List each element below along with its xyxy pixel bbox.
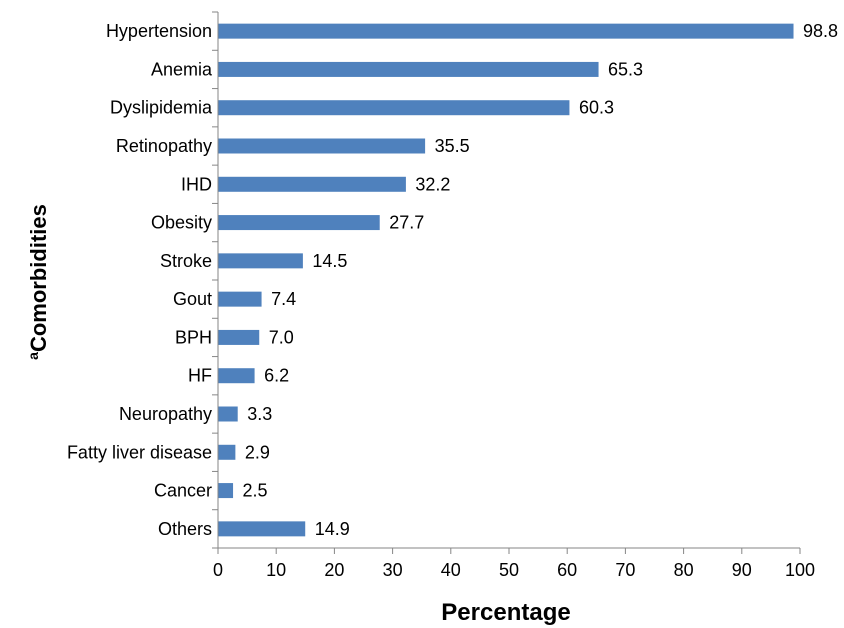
bar-others <box>218 521 306 537</box>
x-tick-label: 20 <box>324 560 344 580</box>
bar-hf <box>218 368 255 384</box>
category-label-stroke: Stroke <box>160 251 212 271</box>
category-label-hf: HF <box>188 366 212 386</box>
category-label-ihd: IHD <box>181 174 212 194</box>
y-axis-title-text: Comorbidities <box>26 204 51 352</box>
y-axis-title-superscript: a <box>25 352 41 360</box>
bars-group <box>218 23 794 537</box>
x-tick-label: 30 <box>383 560 403 580</box>
data-label-ihd: 32.2 <box>415 174 450 194</box>
bar-anemia <box>218 61 599 77</box>
category-labels: Hypertension Anemia Dyslipidemia Retinopath… <box>67 21 213 539</box>
category-label-others: Others <box>158 519 212 539</box>
x-tick-label: 40 <box>441 560 461 580</box>
x-tick-label: 60 <box>557 560 577 580</box>
data-label-dyslipidemia: 60.3 <box>579 98 614 118</box>
x-tick-label: 50 <box>499 560 519 580</box>
x-tick-label: 80 <box>674 560 694 580</box>
x-tick-label: 90 <box>732 560 752 580</box>
data-label-anemia: 65.3 <box>608 59 643 79</box>
category-label-neuropathy: Neuropathy <box>119 404 212 424</box>
data-label-hypertension: 98.8 <box>803 21 838 41</box>
x-tick-label: 70 <box>615 560 635 580</box>
data-label-gout: 7.4 <box>271 289 296 309</box>
category-label-gout: Gout <box>173 289 212 309</box>
category-label-anemia: Anemia <box>151 59 213 79</box>
data-labels: 98.8 65.3 60.3 35.5 32.2 27.7 14.5 7.4 7.0 6.2 3.3… <box>243 21 839 539</box>
bar-hypertension <box>218 23 794 39</box>
data-label-bph: 7.0 <box>269 327 294 347</box>
category-label-retinopathy: Retinopathy <box>116 136 212 156</box>
y-axis <box>212 11 219 549</box>
bar-gout <box>218 291 262 307</box>
category-label-bph: BPH <box>175 327 212 347</box>
data-label-stroke: 14.5 <box>312 251 347 271</box>
bar-neuropathy <box>218 406 238 422</box>
data-label-retinopathy: 35.5 <box>435 136 470 156</box>
bar-retinopathy <box>218 138 426 154</box>
x-axis-title: Percentage <box>441 599 570 626</box>
x-tick-label: 100 <box>785 560 815 580</box>
category-label-obesity: Obesity <box>151 213 212 233</box>
y-axis-title: aComorbidities <box>25 204 51 360</box>
data-label-obesity: 27.7 <box>389 213 424 233</box>
bar-cancer <box>218 483 234 499</box>
category-label-dyslipidemia: Dyslipidemia <box>110 98 213 118</box>
data-label-others: 14.9 <box>315 519 350 539</box>
x-tick-label: 0 <box>213 560 223 580</box>
bar-dyslipidemia <box>218 100 570 116</box>
bar-stroke <box>218 253 303 269</box>
category-label-cancer: Cancer <box>154 481 212 501</box>
data-label-fatty-liver-disease: 2.9 <box>245 442 270 462</box>
x-tick-label: 10 <box>266 560 286 580</box>
category-label-hypertension: Hypertension <box>106 21 212 41</box>
data-label-hf: 6.2 <box>264 366 289 386</box>
data-label-neuropathy: 3.3 <box>247 404 272 424</box>
bar-bph <box>218 329 260 345</box>
bar-ihd <box>218 176 406 192</box>
bar-obesity <box>218 215 380 231</box>
bar-fatty-liver-disease <box>218 444 236 460</box>
x-axis: 0 10 20 30 40 50 60 70 80 90 100 <box>213 547 815 580</box>
data-label-cancer: 2.5 <box>243 481 268 501</box>
category-label-fatty-liver-disease: Fatty liver disease <box>67 442 212 462</box>
